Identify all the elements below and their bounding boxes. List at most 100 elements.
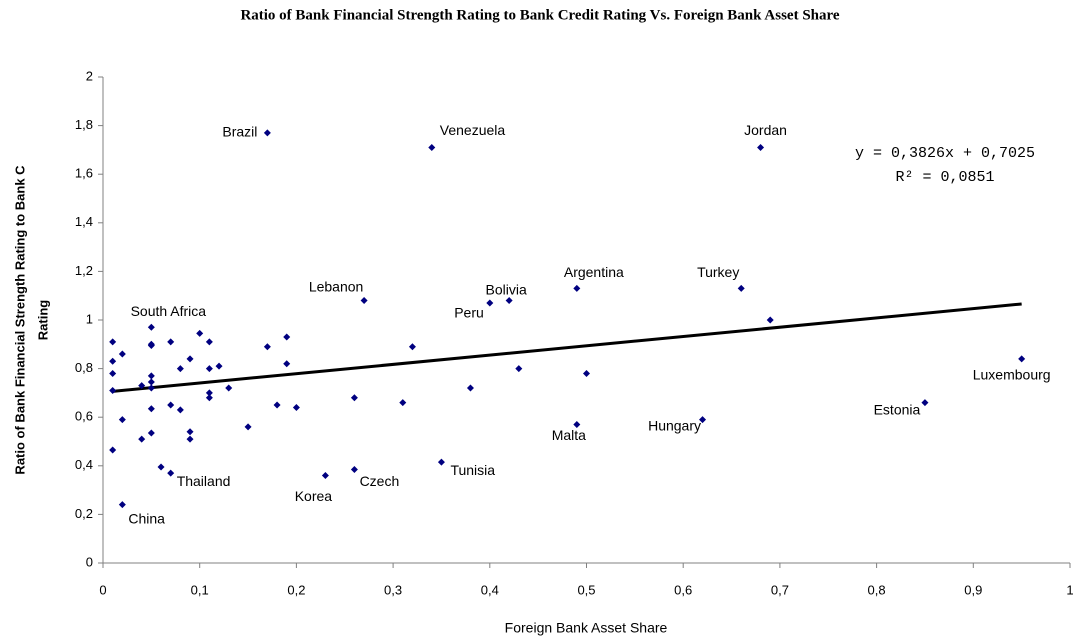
point-label: China [128, 510, 165, 526]
point [186, 428, 194, 436]
point-label: Turkey [697, 264, 739, 280]
y-tick-label: 0,4 [75, 457, 93, 472]
point [283, 333, 291, 341]
chart-title: Ratio of Bank Financial Strength Rating … [240, 7, 839, 23]
x-tick-label: 0,9 [964, 582, 982, 597]
y-tick-label: 2 [86, 68, 93, 83]
point-label: Bolivia [486, 281, 527, 297]
y-tick-label: 0,6 [75, 409, 93, 424]
point [157, 463, 165, 471]
trend-line [112, 302, 1022, 393]
point [766, 316, 774, 324]
point [167, 338, 175, 346]
y-axis-label: Rating [35, 300, 50, 341]
point [486, 299, 494, 307]
point [118, 416, 126, 424]
point-label: Venezuela [440, 122, 506, 138]
x-tick-label: 0,3 [384, 582, 402, 597]
point [408, 343, 416, 351]
point-label: Brazil [222, 124, 257, 140]
x-tick-label: 1 [1066, 582, 1073, 597]
x-tick-label: 0 [99, 582, 106, 597]
point [399, 399, 407, 407]
x-tick-label: 0,4 [481, 582, 499, 597]
y-tick-label: 1,4 [75, 214, 93, 229]
point [573, 284, 581, 292]
y-tick-label: 1,2 [75, 263, 93, 278]
y-tick-label: 1,8 [75, 117, 93, 132]
point [699, 416, 707, 424]
point [109, 338, 117, 346]
point [292, 403, 300, 411]
point [350, 394, 358, 402]
point [138, 382, 146, 390]
point [167, 469, 175, 477]
point [118, 501, 126, 509]
point [147, 372, 155, 380]
point [737, 284, 745, 292]
point [205, 394, 213, 402]
point [147, 378, 155, 386]
x-tick-label: 0,7 [771, 582, 789, 597]
point [757, 143, 765, 151]
x-tick-label: 0,8 [868, 582, 886, 597]
point [109, 386, 117, 394]
x-tick-label: 0,5 [577, 582, 595, 597]
point [225, 384, 233, 392]
point [321, 472, 329, 480]
x-tick-label: 0,1 [191, 582, 209, 597]
point [437, 458, 445, 466]
point [205, 365, 213, 373]
point [118, 350, 126, 358]
point [273, 401, 281, 409]
point [515, 365, 523, 373]
x-tick-label: 0,2 [287, 582, 305, 597]
point-label: Tunisia [450, 462, 495, 478]
point-label: Argentina [564, 264, 624, 280]
point [109, 357, 117, 365]
point [205, 338, 213, 346]
point-label: Czech [360, 473, 400, 489]
point [138, 435, 146, 443]
point-label: Thailand [177, 473, 231, 489]
y-tick-label: 1,6 [75, 166, 93, 181]
point [186, 355, 194, 363]
point [428, 143, 436, 151]
point [147, 384, 155, 392]
point [350, 465, 358, 473]
y-tick-label: 0,8 [75, 360, 93, 375]
y-tick-label: 1 [86, 311, 93, 326]
point-label: Malta [552, 427, 586, 443]
point [466, 384, 474, 392]
point-label: Peru [454, 305, 484, 321]
point [147, 342, 155, 350]
point [147, 405, 155, 413]
y-tick-label: 0 [86, 554, 93, 569]
y-tick-label: 0,2 [75, 506, 93, 521]
point [573, 420, 581, 428]
point [283, 360, 291, 368]
point [263, 343, 271, 351]
point [109, 369, 117, 377]
y-axis-label: Ratio of Bank Financial Strength Rating … [12, 165, 27, 475]
point-label: Estonia [874, 401, 921, 417]
point [205, 389, 213, 397]
point [176, 365, 184, 373]
point [505, 297, 513, 305]
point [147, 429, 155, 437]
point [244, 423, 252, 431]
point [176, 406, 184, 414]
point [109, 446, 117, 454]
point [583, 369, 590, 377]
point [186, 435, 194, 443]
point-label: Jordan [744, 122, 787, 138]
point [167, 401, 175, 409]
point [263, 129, 271, 137]
point [215, 362, 223, 370]
point-label: Lebanon [309, 278, 364, 294]
point-label: Luxembourg [973, 367, 1051, 383]
point [196, 329, 204, 337]
point-label: Korea [295, 488, 333, 504]
trend-r2: R² = 0,0851 [895, 169, 994, 186]
